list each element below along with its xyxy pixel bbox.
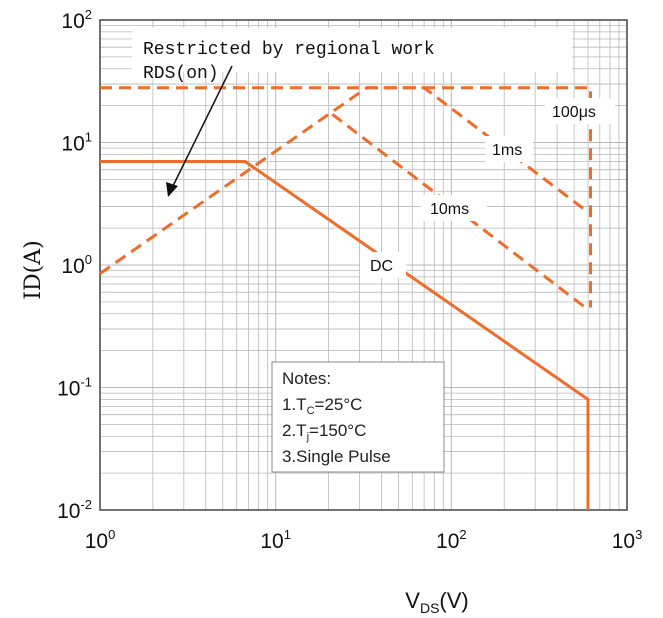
label-bg-1ms xyxy=(485,136,533,162)
annotation-line1: Restricted by regional work xyxy=(143,40,435,60)
x-tick-label: 102 xyxy=(436,527,467,553)
y-tick-label: 10-2 xyxy=(57,497,92,523)
x-tick-label: 100 xyxy=(85,527,116,553)
annotation-box xyxy=(132,28,572,72)
label-bg-100us xyxy=(545,98,615,124)
notes-line2: 2.Tj=150°C xyxy=(282,421,366,443)
x-axis-label: VDS(V) xyxy=(405,588,468,616)
notes-line1: 1.TC=25°C xyxy=(282,395,362,417)
y-tick-label: 10-1 xyxy=(57,375,92,401)
notes-title: Notes: xyxy=(282,369,331,388)
label-bg-10ms xyxy=(421,195,487,221)
x-tick-label: 103 xyxy=(612,527,643,553)
x-tick-labels: 100 101 102 103 xyxy=(85,527,643,553)
series-100s xyxy=(100,86,592,308)
annotation-arrow xyxy=(171,65,233,189)
plot-frame xyxy=(99,19,628,511)
annotation-arrowhead xyxy=(166,182,178,197)
y-tick-label: 101 xyxy=(61,130,92,156)
y-tick-labels: 102 101 100 10-1 10-2 xyxy=(57,7,92,523)
y-tick-label: 100 xyxy=(61,252,92,278)
y-axis-label: ID(A) xyxy=(21,240,46,299)
label-1ms: 1ms xyxy=(492,142,522,159)
label-10ms: 10ms xyxy=(430,201,469,218)
notes-box xyxy=(271,361,445,473)
annotation-line2: RDS(on) xyxy=(143,64,219,84)
label-dc: DC xyxy=(370,258,393,275)
label-100us: 100μs xyxy=(552,104,596,121)
label-bg-dc xyxy=(360,252,406,278)
x-tick-label: 101 xyxy=(260,527,291,553)
series-dc xyxy=(100,160,590,510)
y-tick-label: 102 xyxy=(61,7,92,33)
notes-line3: 3.Single Pulse xyxy=(282,447,391,466)
